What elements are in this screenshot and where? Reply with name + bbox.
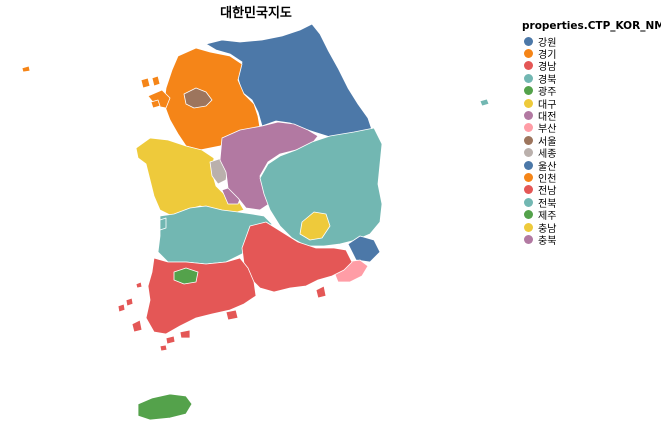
region-jeonnam-island-7[interactable]	[135, 281, 143, 289]
legend-item-chungnam[interactable]: 충남	[522, 221, 661, 235]
legend-swatch	[524, 234, 533, 244]
region-seoul[interactable]	[183, 87, 213, 109]
region-jeonnam[interactable]	[145, 257, 257, 335]
legend-label: 충북	[538, 235, 557, 247]
legend-swatch	[524, 36, 533, 46]
legend-item-jeonbuk[interactable]: 전북	[522, 196, 661, 210]
legend-item-ulsan[interactable]: 울산	[522, 159, 661, 173]
legend-item-incheon[interactable]: 인천	[522, 171, 661, 185]
map-title: 대한민국지도	[220, 6, 292, 21]
legend-item-gwangju[interactable]: 광주	[522, 85, 661, 99]
legend-swatch	[524, 86, 533, 96]
legend-label: 강원	[538, 37, 557, 49]
legend-label: 인천	[538, 174, 557, 185]
region-jeonnam-island-3[interactable]	[117, 303, 126, 313]
legend-label: 울산	[538, 161, 557, 173]
legend-item-gangwon[interactable]: 강원	[522, 35, 661, 49]
legend-label: 제주	[538, 211, 557, 223]
legend-swatch	[524, 222, 533, 232]
region-incheon-island-2[interactable]	[151, 75, 161, 87]
region-jeonnam-island-1[interactable]	[125, 297, 134, 307]
region-incheon-island-3[interactable]	[150, 99, 161, 109]
region-jeonnam-island-6[interactable]	[225, 309, 239, 321]
region-jeonnam-island-2[interactable]	[131, 319, 143, 333]
region-incheon-island-4[interactable]	[21, 65, 31, 73]
region-jeonnam-island-5[interactable]	[179, 329, 191, 339]
legend-item-sejong[interactable]: 세종	[522, 147, 661, 161]
legend-item-busan[interactable]: 부산	[522, 122, 661, 136]
legend-item-gyeongbuk[interactable]: 경북	[522, 72, 661, 86]
legend-swatch	[524, 49, 533, 59]
korea-map	[21, 23, 490, 421]
legend-item-daegu[interactable]: 대구	[522, 97, 661, 111]
legend-item-seoul[interactable]: 서울	[522, 134, 661, 148]
legend-swatch	[524, 135, 533, 145]
legend-swatch	[524, 61, 533, 71]
legend-label: 대전	[538, 112, 557, 124]
legend-swatch	[524, 73, 533, 83]
legend-label: 광주	[538, 87, 557, 99]
region-jeonnam-island-4[interactable]	[165, 335, 176, 345]
region-gyeongbuk-island[interactable]	[479, 98, 490, 107]
legend-label: 부산	[538, 124, 557, 136]
legend-swatch	[524, 185, 533, 195]
legend-item-daejeon[interactable]: 대전	[522, 109, 661, 124]
legend-label: 전북	[538, 198, 557, 210]
legend-label: 충남	[538, 223, 557, 235]
legend-label: 경기	[538, 50, 557, 62]
region-jeju[interactable]	[137, 393, 193, 421]
legend-swatch	[524, 160, 533, 170]
legend-item-gyeonggi[interactable]: 경기	[522, 47, 661, 62]
legend-swatch	[524, 210, 533, 220]
legend-label: 서울	[538, 136, 557, 148]
legend-swatch	[524, 123, 533, 133]
legend-label: 세종	[538, 149, 557, 161]
legend-item-chungbuk[interactable]: 충북	[522, 233, 661, 247]
region-gwangju[interactable]	[173, 267, 199, 285]
legend-swatch	[524, 172, 533, 182]
map-legend: properties.CTP_KOR_NM 강원 경기 경남 경북 광주 대구 …	[522, 20, 661, 247]
region-chungbuk[interactable]	[219, 121, 319, 211]
legend-swatch	[524, 98, 533, 108]
region-jeonbuk-island[interactable]	[159, 217, 167, 231]
legend-label: 전남	[538, 186, 557, 198]
legend-swatch	[524, 148, 533, 158]
legend-label: 경북	[538, 74, 557, 86]
region-daegu[interactable]	[299, 211, 331, 241]
region-incheon-island-1[interactable]	[140, 77, 151, 89]
legend-item-gyeongnam[interactable]: 경남	[522, 60, 661, 74]
legend-item-jeju[interactable]: 제주	[522, 208, 661, 223]
region-ulsan[interactable]	[347, 235, 381, 263]
legend-swatch	[524, 197, 533, 207]
legend-title: properties.CTP_KOR_NM	[522, 20, 661, 32]
legend-item-jeonnam[interactable]: 전남	[522, 184, 661, 198]
legend-label: 대구	[538, 99, 557, 111]
legend-label: 경남	[538, 62, 557, 74]
region-gyeongnam-island[interactable]	[315, 285, 327, 299]
legend-swatch	[524, 111, 533, 121]
region-jeonnam-island-8[interactable]	[159, 344, 168, 352]
